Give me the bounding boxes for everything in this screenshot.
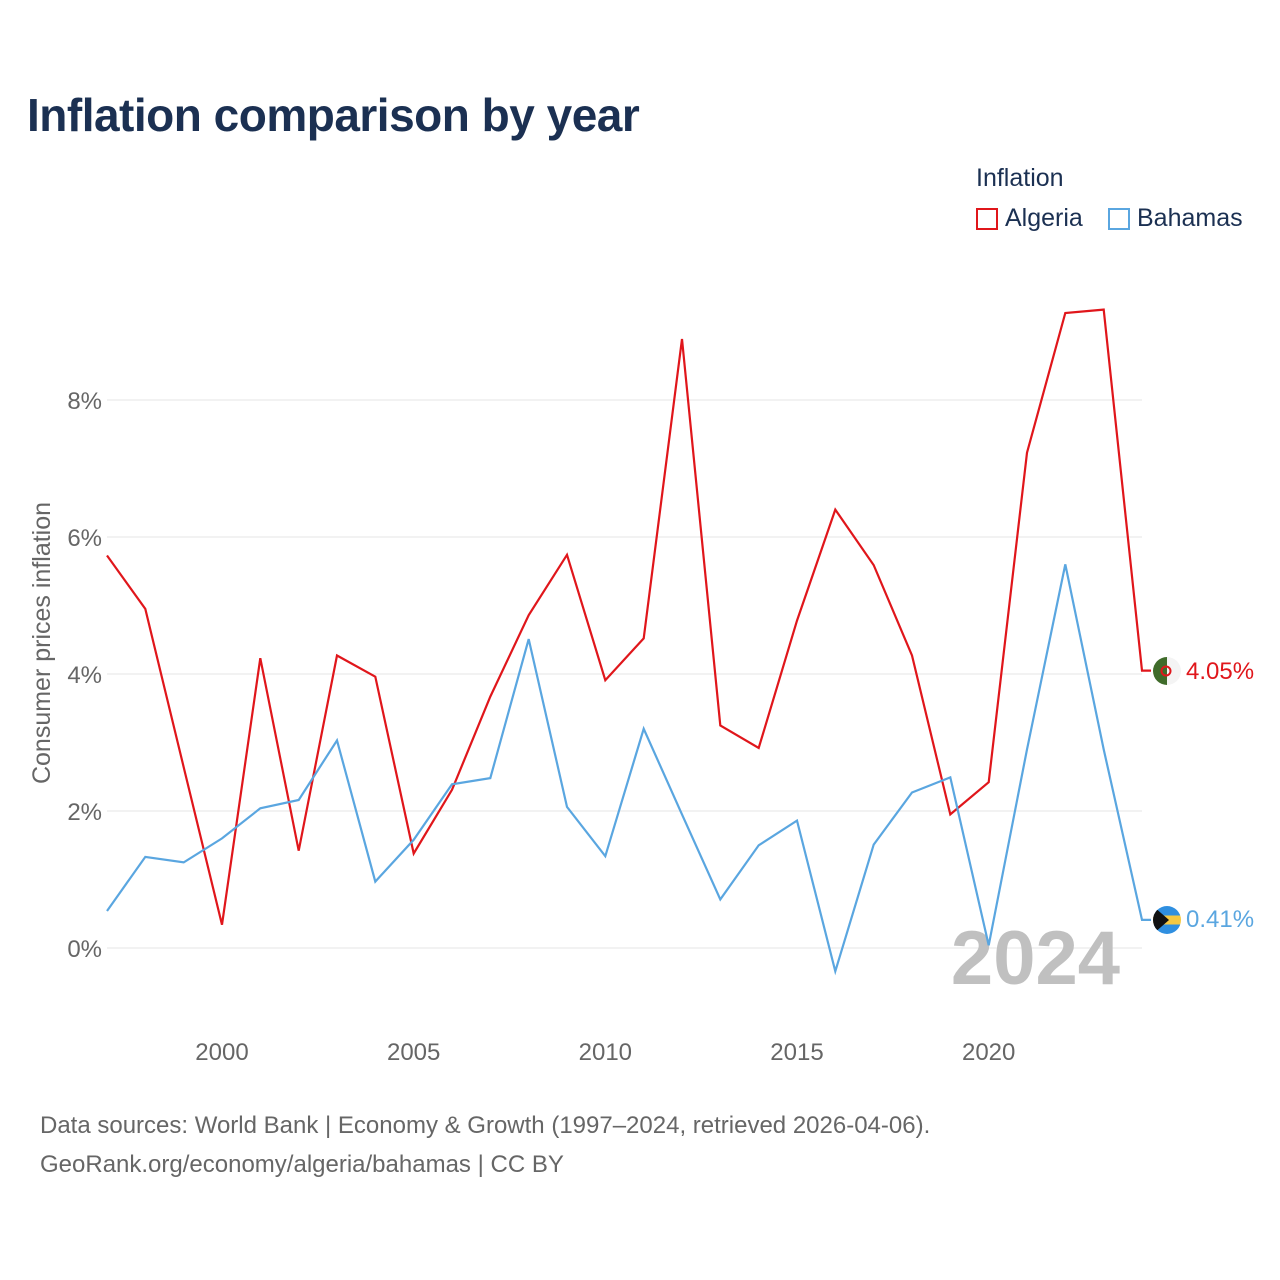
grid-lines: [107, 399, 1142, 949]
legend-title: Inflation: [976, 164, 1064, 192]
year-watermark: 2024: [951, 916, 1120, 1001]
y-axis-ticks: 0% 2% 4% 6% 8%: [67, 388, 102, 963]
source-line-1: Data sources: World Bank | Economy & Gro…: [40, 1112, 931, 1139]
x-tick-label: 2020: [962, 1039, 1015, 1066]
legend-swatch-algeria: [976, 207, 998, 230]
series-lines: [106, 308, 1151, 976]
x-tick-label: 2000: [195, 1039, 248, 1066]
legend-item-algeria[interactable]: Algeria: [976, 204, 1083, 233]
end-label-algeria: 4.05%: [1186, 658, 1254, 685]
flag-icon-algeria: [1153, 657, 1181, 685]
x-tick-label: 2010: [579, 1039, 632, 1066]
source-line-2: GeoRank.org/economy/algeria/bahamas | CC…: [40, 1151, 564, 1178]
legend-label-algeria: Algeria: [1005, 204, 1083, 232]
legend-item-bahamas[interactable]: Bahamas: [1108, 204, 1243, 233]
y-axis-label: Consumer prices inflation: [28, 502, 56, 784]
source-note: Data sources: World Bank | Economy & Gro…: [40, 1106, 930, 1184]
x-tick-label: 2005: [387, 1039, 440, 1066]
y-tick-label: 4%: [67, 662, 102, 689]
series-line-bahamas: [106, 564, 1151, 976]
y-tick-label: 2%: [67, 799, 102, 826]
series-line-algeria: [106, 308, 1151, 925]
legend-label-bahamas: Bahamas: [1137, 204, 1243, 232]
legend-swatch-bahamas: [1108, 207, 1130, 230]
y-tick-label: 8%: [67, 388, 102, 415]
x-tick-label: 2015: [770, 1039, 823, 1066]
chart-title: Inflation comparison by year: [27, 89, 640, 141]
x-axis-ticks: 2000 2005 2010 2015 2020: [195, 1039, 1015, 1066]
y-tick-label: 0%: [67, 936, 102, 963]
flag-icon-bahamas: [1153, 906, 1181, 934]
end-label-bahamas: 0.41%: [1186, 906, 1254, 933]
y-tick-label: 6%: [67, 525, 102, 552]
